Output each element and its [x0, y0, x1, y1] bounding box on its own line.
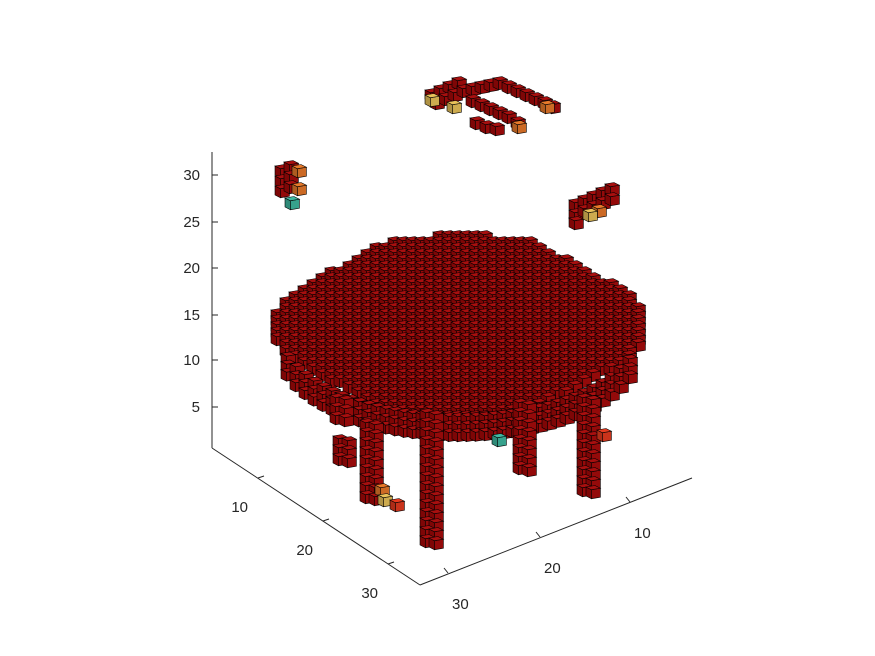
- x-tick-mark: [535, 531, 541, 538]
- y-tick-mark: [322, 518, 330, 522]
- x-ticks: 10 20 30: [443, 496, 651, 613]
- axes: 5 10 15 20 25 30 10 20 30 10 20 30: [183, 152, 693, 613]
- z-tick-label: 25: [183, 214, 200, 231]
- voxel-highlight: [284, 196, 301, 211]
- x-tick-mark: [443, 567, 449, 574]
- voxel-highlight: [491, 433, 508, 448]
- voxel-highlight: [374, 483, 391, 498]
- voxel-highlight: [291, 182, 308, 197]
- voxel: [622, 370, 639, 385]
- voxel: [341, 454, 358, 469]
- z-tick-label: 5: [192, 399, 200, 416]
- voxel: [568, 216, 585, 231]
- voxel: [489, 122, 506, 137]
- voxel: [447, 88, 464, 103]
- voxel: [338, 413, 355, 428]
- voxel-highlight: [596, 428, 613, 443]
- voxel: [604, 192, 621, 207]
- y-tick-mark: [387, 561, 395, 565]
- z-tick-label: 20: [183, 260, 200, 277]
- voxel: [428, 536, 445, 551]
- y-tick-label: 10: [231, 499, 248, 516]
- z-tick-label: 10: [183, 352, 200, 369]
- x-tick-label: 20: [544, 560, 561, 577]
- x-tick-mark: [625, 496, 631, 503]
- z-tick-label: 30: [183, 167, 200, 184]
- voxel-highlight: [582, 208, 599, 223]
- y-axis-line: [211, 447, 421, 586]
- y-tick-label: 20: [296, 542, 313, 559]
- voxel-highlight: [511, 120, 528, 135]
- z-tick-label: 15: [183, 307, 200, 324]
- y-ticks: 10 20 30: [231, 475, 395, 602]
- x-tick-label: 10: [634, 525, 651, 542]
- voxel-cloud: [270, 76, 647, 551]
- voxel-highlight: [424, 93, 441, 108]
- x-tick-label: 30: [452, 596, 469, 613]
- y-tick-mark: [257, 475, 265, 479]
- voxel-highlight: [291, 164, 308, 179]
- x-axis-line: [419, 477, 693, 586]
- voxel-highlight: [389, 498, 406, 513]
- voxel-highlight: [539, 100, 556, 115]
- y-tick-label: 30: [361, 585, 378, 602]
- z-ticks: 5 10 15 20 25 30: [183, 167, 218, 416]
- voxel: [585, 485, 602, 500]
- voxel-highlight: [446, 100, 463, 115]
- voxel: [521, 463, 538, 478]
